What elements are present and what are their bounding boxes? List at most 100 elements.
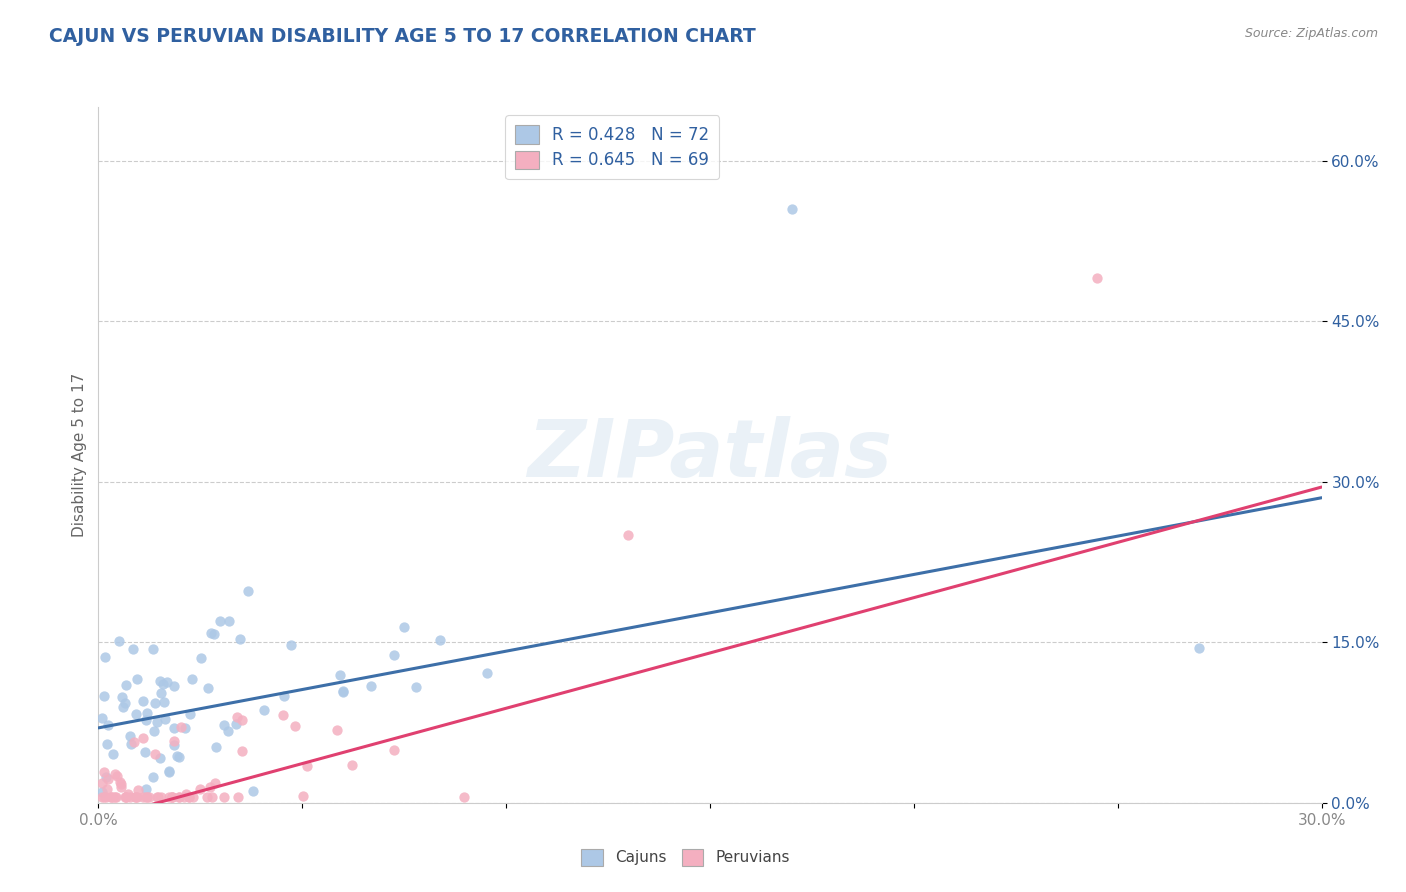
Point: [382, 648, 405, 662]
Point: [108, 774, 131, 789]
Point: [326, 723, 349, 738]
Point: [217, 723, 239, 738]
Point: [152, 695, 174, 709]
Point: [284, 719, 307, 733]
Point: [124, 790, 146, 805]
Point: [143, 747, 166, 761]
Point: [94, 650, 117, 665]
Point: [212, 790, 235, 805]
Point: [271, 707, 294, 722]
Point: [122, 735, 145, 749]
Point: [174, 788, 197, 802]
Point: [149, 751, 172, 765]
Point: [231, 744, 253, 758]
Point: [91, 776, 114, 790]
Point: [138, 790, 160, 805]
Point: [104, 790, 127, 805]
Point: [114, 790, 136, 805]
Point: [152, 676, 174, 690]
Point: [163, 738, 186, 752]
Point: [174, 721, 197, 735]
Point: [214, 718, 236, 732]
Point: [179, 707, 201, 722]
Point: [131, 731, 153, 745]
Point: [114, 696, 136, 710]
Point: [143, 696, 166, 710]
Point: [167, 790, 190, 805]
Point: [453, 790, 475, 805]
Point: [100, 790, 122, 805]
Point: [173, 790, 195, 805]
Point: [117, 787, 139, 801]
Point: [146, 790, 169, 805]
Point: [392, 620, 415, 634]
Point: [162, 790, 184, 805]
Point: [91, 790, 114, 805]
Point: [1188, 640, 1211, 655]
Point: [104, 766, 127, 780]
Point: [170, 720, 193, 734]
Point: [201, 790, 224, 805]
Point: [225, 710, 247, 724]
Point: [181, 790, 204, 805]
Text: ZIPatlas: ZIPatlas: [527, 416, 893, 494]
Point: [204, 776, 226, 790]
Point: [617, 528, 640, 542]
Point: [146, 714, 169, 729]
Point: [134, 745, 156, 759]
Point: [157, 765, 180, 780]
Text: Source: ZipAtlas.com: Source: ZipAtlas.com: [1244, 27, 1378, 40]
Point: [96, 737, 118, 751]
Point: [125, 790, 148, 805]
Point: [198, 780, 221, 794]
Point: [332, 684, 354, 698]
Legend: Cajuns, Peruvians: Cajuns, Peruvians: [575, 843, 796, 871]
Point: [118, 790, 141, 805]
Point: [149, 790, 172, 805]
Point: [236, 583, 259, 598]
Point: [280, 638, 302, 652]
Point: [104, 790, 127, 805]
Point: [93, 790, 115, 805]
Text: CAJUN VS PERUVIAN DISABILITY AGE 5 TO 17 CORRELATION CHART: CAJUN VS PERUVIAN DISABILITY AGE 5 TO 17…: [49, 27, 756, 45]
Point: [229, 632, 252, 646]
Point: [429, 633, 451, 648]
Point: [179, 790, 201, 805]
Point: [136, 706, 159, 721]
Point: [295, 759, 318, 773]
Point: [208, 614, 231, 628]
Point: [163, 680, 186, 694]
Point: [156, 675, 179, 690]
Point: [195, 789, 218, 804]
Point: [100, 790, 122, 805]
Point: [169, 790, 191, 805]
Point: [105, 769, 128, 783]
Point: [188, 782, 211, 797]
Point: [132, 694, 155, 708]
Point: [148, 790, 170, 805]
Point: [332, 685, 354, 699]
Point: [96, 782, 118, 797]
Point: [101, 747, 124, 761]
Point: [127, 783, 149, 797]
Point: [780, 202, 803, 216]
Point: [149, 673, 172, 688]
Point: [110, 780, 132, 794]
Point: [135, 781, 157, 796]
Point: [1085, 271, 1108, 285]
Y-axis label: Disability Age 5 to 17: Disability Age 5 to 17: [72, 373, 87, 537]
Point: [160, 790, 183, 805]
Point: [242, 783, 264, 797]
Point: [181, 672, 204, 686]
Point: [122, 642, 145, 657]
Point: [150, 686, 173, 700]
Point: [226, 790, 249, 805]
Point: [110, 777, 132, 791]
Point: [115, 790, 138, 805]
Point: [94, 770, 117, 784]
Point: [125, 672, 148, 686]
Point: [405, 680, 427, 694]
Point: [120, 738, 142, 752]
Point: [115, 790, 138, 805]
Point: [384, 743, 406, 757]
